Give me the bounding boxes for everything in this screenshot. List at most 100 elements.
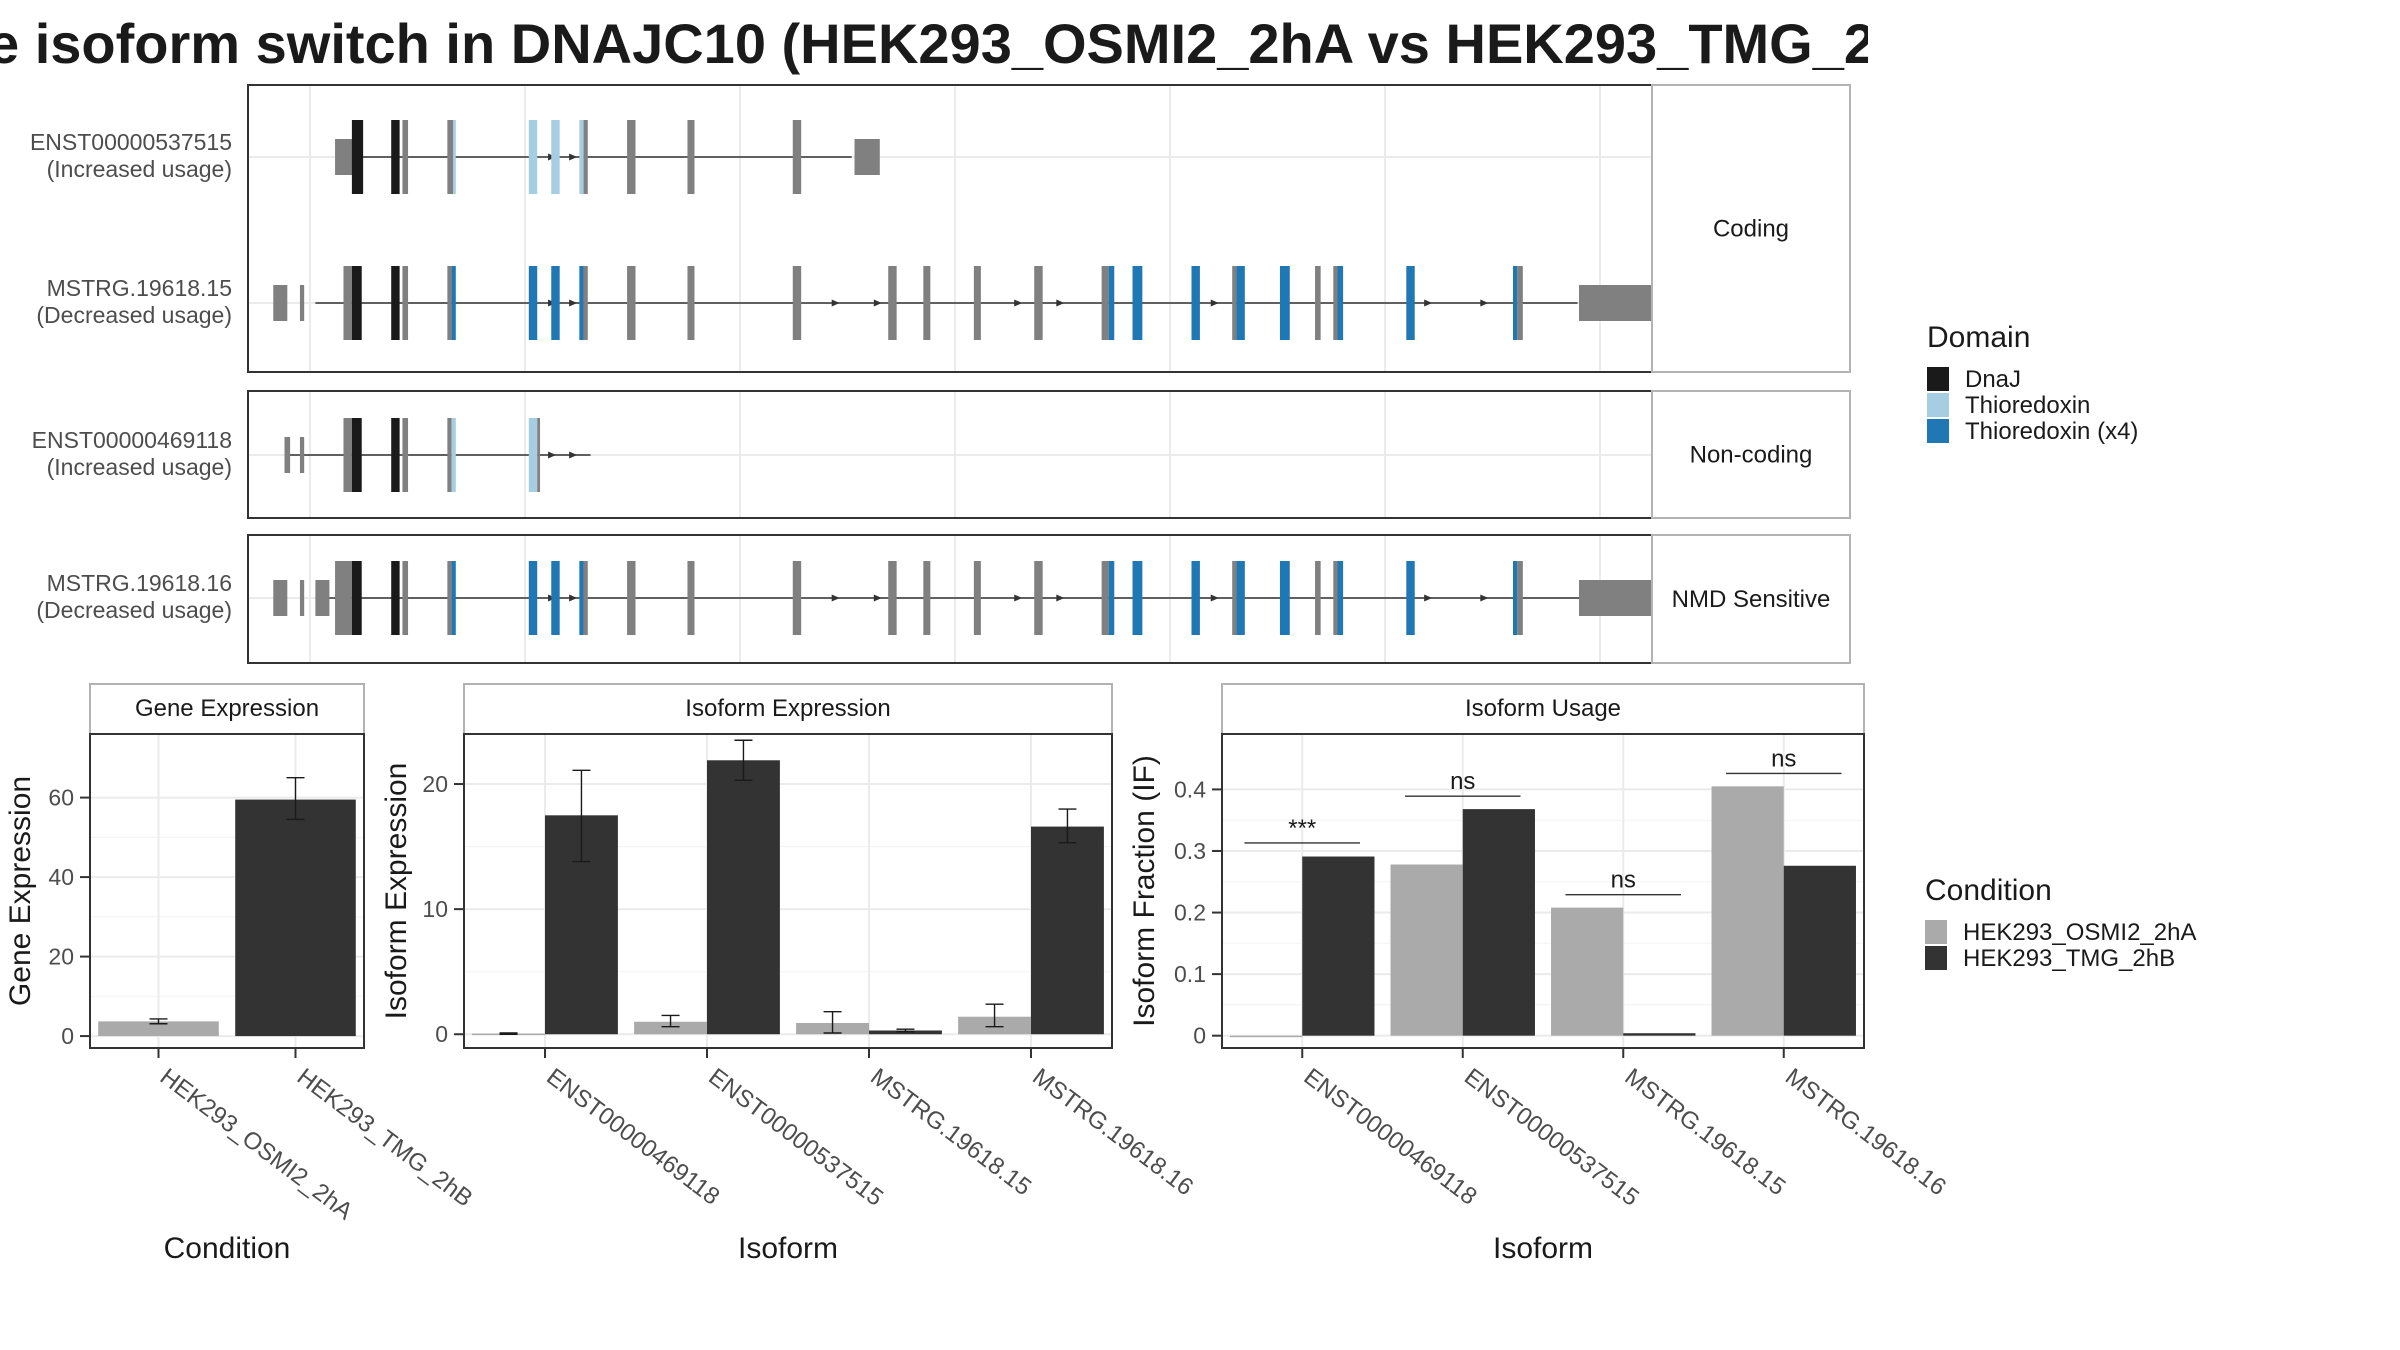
cds-exon [923,266,931,340]
legend-item-label: HEK293_TMG_2hB [1963,945,2175,972]
x-axis-title: Condition [164,1232,291,1265]
panel-border [1221,733,1865,1049]
isoform-id-label: MSTRG.19618.15 [47,275,232,301]
error-bar [499,1032,518,1035]
cds-exon [447,266,452,340]
cds-exon [451,266,456,340]
data-bar [1551,907,1624,1036]
strand-arrow-icon [569,153,578,161]
data-bar [707,760,780,1035]
facet-strip [1651,534,1851,664]
isoform-id-label: ENST00000537515 [30,129,232,155]
x-tick-label: MSTRG.19618.15 [1620,1063,1791,1201]
data-bar [1462,809,1535,1036]
cds-exon [551,561,560,635]
legend-item-label: Thioredoxin (x4) [1965,418,2138,445]
cds-exon [452,120,456,194]
cds-exon [1132,266,1143,340]
legend-swatch [1925,946,1947,970]
y-tick-label: 0.2 [1174,900,1206,926]
facet-strip [89,683,365,735]
cds-exon [391,120,400,194]
cds-exon [1108,561,1115,635]
utr-exon [299,285,305,321]
cds-exon [528,418,538,492]
chart-title: e isoform switch in DNAJC10 (HEK293_OSMI… [0,12,1868,75]
isoform-track: ENST00000537515(Increased usage) [30,120,880,194]
data-bar [1390,864,1463,1036]
cds-exon [343,418,352,492]
bar-panel: Isoform Expression 0 10 20 ENST00000469118EN… [380,683,1198,1265]
error-bar [572,769,591,863]
data-bar [1031,826,1104,1035]
cds-exon [1279,561,1290,635]
cds-exon [1337,561,1344,635]
strand-arrow-icon [873,299,882,307]
cds-exon [391,418,400,492]
y-axis-title: Isoform Fraction (IF) [1128,755,1161,1027]
legend-item-label: Thioredoxin [1965,392,2090,419]
cds-exon [402,561,409,635]
facet-strip [1651,84,1851,373]
cds-exon [1315,266,1321,340]
error-bar [286,777,305,821]
strand-arrow-icon [569,451,578,459]
data-bar [1783,865,1856,1036]
cds-exon [627,120,636,194]
facet-strip-label: Isoform Usage [1465,695,1621,722]
data-bar [634,1021,707,1035]
cds-exon [1513,266,1518,340]
strand-arrow-icon [1056,299,1065,307]
cds-exon [1232,561,1237,635]
isoform-track: MSTRG.19618.16(Decreased usage) [36,561,1709,635]
cds-exon [451,561,456,635]
y-tick-label: 40 [48,864,74,890]
strand-arrow-icon [569,594,578,602]
x-tick-label: MSTRG.19618.16 [1027,1063,1198,1201]
panel-background [248,85,1652,372]
cds-exon [528,266,538,340]
x-tick-label: ENST00000537515 [703,1063,888,1211]
cds-exon [391,561,400,635]
strand-arrow-icon [873,594,882,602]
utr-exon [273,580,288,616]
cds-exon [1191,266,1200,340]
cds-exon [551,120,560,194]
panel-border [89,733,365,1049]
cds-exon [1108,266,1115,340]
legend-swatch [1927,367,1949,391]
x-tick-label: ENST00000469118 [541,1063,724,1210]
data-bar [98,1021,219,1037]
legend-item-label: HEK293_OSMI2_2hA [1963,919,2196,946]
cds-exon [973,561,981,635]
isoform-usage-note: (Increased usage) [47,454,232,480]
cds-exon [1406,561,1415,635]
cds-exon [351,418,362,492]
cds-exon [687,266,695,340]
expression-bar-plots: Gene Expression0204060HEK293_OSMI2_2hAHE… [4,683,1951,1265]
strand-arrow-icon [1014,299,1023,307]
cds-exon [687,120,695,194]
bar-panel: Isoform Usage *** ns ns ns 0 0.1 0.2 0.3 0.4 ENST0… [1128,683,1951,1265]
cds-exon [351,561,362,635]
data-bar [1302,856,1375,1036]
facet-strip [1651,390,1851,519]
cds-exon [391,266,400,340]
isoform-track: MSTRG.19618.15(Decreased usage) [36,266,1676,340]
cds-exon [888,561,897,635]
cds-exon [583,266,588,340]
y-axis-title: Isoform Expression [380,763,413,1020]
strand-arrow-icon [548,451,557,459]
cds-exon [1236,266,1245,340]
cds-exon [1279,266,1290,340]
cds-exon [583,561,588,635]
cds-exon [792,266,802,340]
y-tick-label: 0 [435,1021,448,1047]
cds-exon [1034,266,1043,340]
strand-arrow-icon [1210,594,1219,602]
significance-label: ns [1771,745,1796,772]
cds-exon [402,120,409,194]
facet-strip-label: Coding [1713,216,1789,243]
structure-panel: ENST00000537515(Increased usage) MSTRG.19… [30,84,1851,373]
facet-strip [463,683,1113,735]
